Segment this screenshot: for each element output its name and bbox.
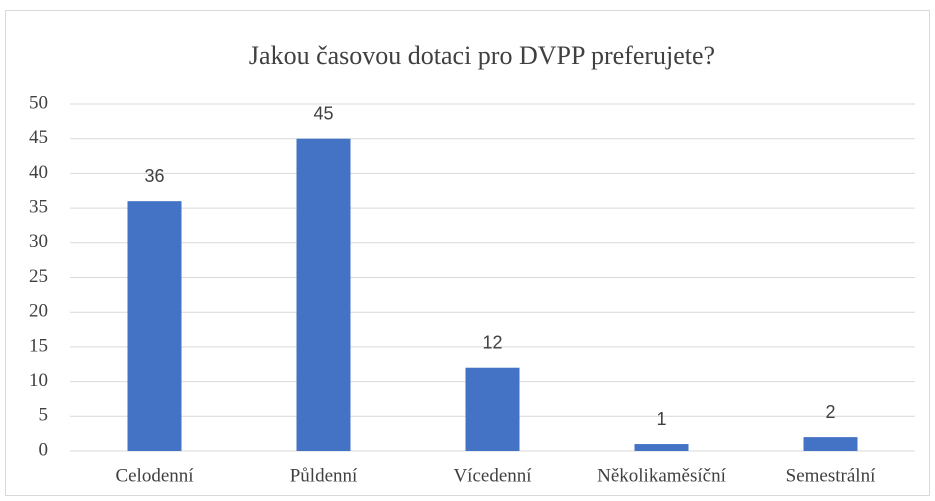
y-tick-label: 50 xyxy=(29,92,48,113)
y-tick-label: 35 xyxy=(29,196,48,217)
y-tick-label: 25 xyxy=(29,266,48,287)
data-label: 36 xyxy=(144,166,164,186)
data-label: 45 xyxy=(313,103,333,123)
x-tick-label: Půldenní xyxy=(290,465,358,486)
data-label: 12 xyxy=(482,332,502,352)
y-tick-label: 45 xyxy=(29,127,48,148)
x-tick-label: Semestrální xyxy=(786,465,876,486)
y-tick-label: 20 xyxy=(29,301,48,322)
y-tick-label: 30 xyxy=(29,231,48,252)
bar xyxy=(803,437,858,451)
y-tick-label: 10 xyxy=(29,370,48,391)
x-tick-label: Několikaměsíční xyxy=(597,465,726,486)
y-tick-label: 5 xyxy=(39,405,49,426)
data-label: 2 xyxy=(825,402,835,422)
bar xyxy=(127,201,182,451)
bar xyxy=(296,138,351,451)
y-tick-label: 40 xyxy=(29,162,48,183)
chart-title: Jakou časovou dotaci pro DVPP preferujet… xyxy=(249,41,715,70)
data-label: 1 xyxy=(656,409,666,429)
bar xyxy=(465,367,520,451)
x-tick-label: Celodenní xyxy=(115,465,194,486)
bar xyxy=(634,444,689,451)
y-tick-label: 15 xyxy=(29,335,48,356)
y-tick-label: 0 xyxy=(39,439,49,460)
x-tick-label: Vícedenní xyxy=(453,465,532,486)
